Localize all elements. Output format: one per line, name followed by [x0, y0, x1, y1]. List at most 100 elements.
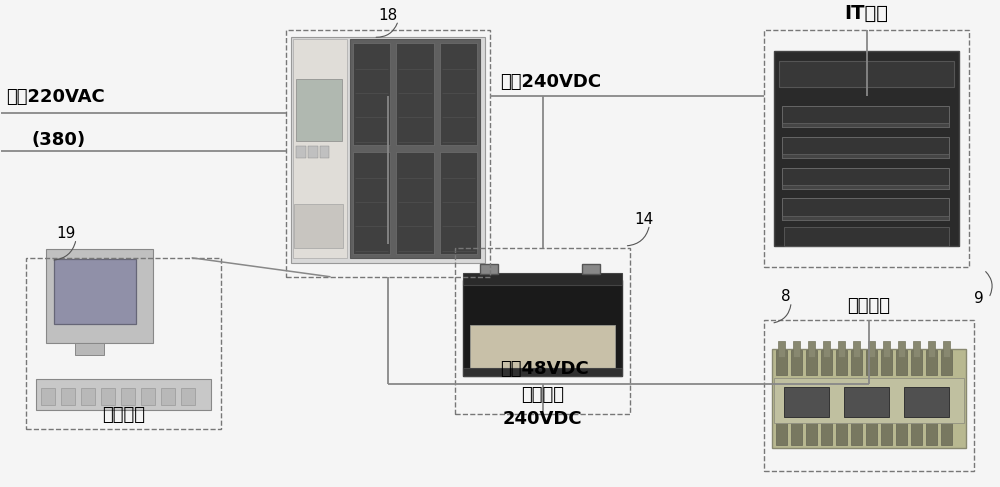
Bar — [480, 264, 498, 274]
Bar — [463, 368, 622, 376]
Bar — [396, 152, 434, 254]
Bar — [350, 39, 480, 258]
Bar — [782, 185, 949, 189]
Bar — [836, 351, 847, 375]
Bar — [881, 423, 892, 445]
Bar — [778, 341, 785, 356]
Bar — [926, 423, 937, 445]
Bar — [782, 106, 949, 127]
Bar — [440, 43, 477, 145]
Bar — [75, 343, 104, 355]
Bar — [772, 349, 966, 448]
Bar — [896, 423, 907, 445]
Bar — [896, 351, 907, 375]
Bar — [941, 351, 952, 375]
Bar — [396, 43, 434, 145]
Bar — [782, 199, 949, 220]
Bar — [866, 351, 877, 375]
Bar — [838, 341, 845, 356]
Bar — [308, 147, 318, 158]
Bar — [844, 387, 889, 417]
Bar — [440, 152, 477, 254]
Bar — [943, 341, 950, 356]
Bar — [898, 341, 905, 356]
Bar — [821, 351, 832, 375]
Bar — [582, 264, 600, 274]
Bar — [779, 61, 954, 87]
Text: 19: 19 — [56, 226, 76, 241]
Bar — [296, 79, 342, 141]
Bar — [293, 39, 347, 258]
Bar — [776, 423, 787, 445]
Bar — [41, 388, 55, 405]
Text: 输出240VDC: 输出240VDC — [500, 73, 601, 91]
Bar — [791, 351, 802, 375]
Bar — [808, 341, 815, 356]
Text: 18: 18 — [378, 8, 398, 23]
Bar — [121, 388, 135, 405]
Bar — [463, 273, 622, 285]
Bar — [904, 387, 949, 417]
Bar — [353, 43, 390, 145]
Bar — [774, 378, 964, 423]
Bar — [911, 351, 922, 375]
Bar — [821, 423, 832, 445]
Bar — [784, 227, 949, 246]
Bar — [941, 423, 952, 445]
Bar — [791, 423, 802, 445]
Bar — [181, 388, 195, 405]
Bar — [806, 423, 817, 445]
Bar — [294, 204, 343, 248]
Text: (380): (380) — [31, 131, 85, 149]
Bar — [851, 351, 862, 375]
Bar — [776, 351, 787, 375]
Bar — [782, 216, 949, 220]
Bar — [806, 351, 817, 375]
Text: 远程监控: 远程监控 — [102, 406, 145, 424]
Bar — [926, 351, 937, 375]
Bar — [764, 319, 974, 471]
Text: 输入220VAC: 输入220VAC — [6, 88, 105, 106]
Bar — [911, 423, 922, 445]
Bar — [764, 30, 969, 267]
Text: 8: 8 — [781, 289, 791, 304]
Bar — [320, 147, 329, 158]
Bar — [161, 388, 175, 405]
Bar — [881, 351, 892, 375]
Bar — [286, 30, 490, 277]
Bar — [868, 341, 875, 356]
Bar — [291, 37, 485, 262]
Bar — [455, 248, 630, 414]
Bar — [470, 325, 615, 372]
Bar — [141, 388, 155, 405]
Bar — [101, 388, 115, 405]
Bar — [928, 341, 935, 356]
Text: 14: 14 — [635, 212, 654, 227]
Bar — [883, 341, 890, 356]
Bar — [46, 249, 153, 343]
Bar — [36, 379, 211, 410]
Bar — [782, 154, 949, 158]
Bar — [836, 423, 847, 445]
Bar — [26, 258, 221, 429]
Text: IT设备: IT设备 — [844, 4, 888, 23]
Bar — [913, 341, 920, 356]
Bar — [793, 341, 800, 356]
Text: 9: 9 — [974, 291, 983, 306]
Bar — [866, 423, 877, 445]
Bar — [823, 341, 830, 356]
Bar — [853, 341, 860, 356]
Bar — [851, 423, 862, 445]
Bar — [782, 168, 949, 189]
Bar — [81, 388, 95, 405]
Bar — [296, 147, 306, 158]
Text: 通信设备: 通信设备 — [847, 297, 890, 315]
Bar — [782, 124, 949, 127]
Bar — [782, 137, 949, 158]
Bar — [61, 388, 75, 405]
Bar — [784, 387, 829, 417]
Bar — [774, 51, 959, 246]
Bar — [463, 280, 622, 376]
Text: 蓄电池组: 蓄电池组 — [521, 386, 564, 404]
Bar — [54, 259, 136, 324]
